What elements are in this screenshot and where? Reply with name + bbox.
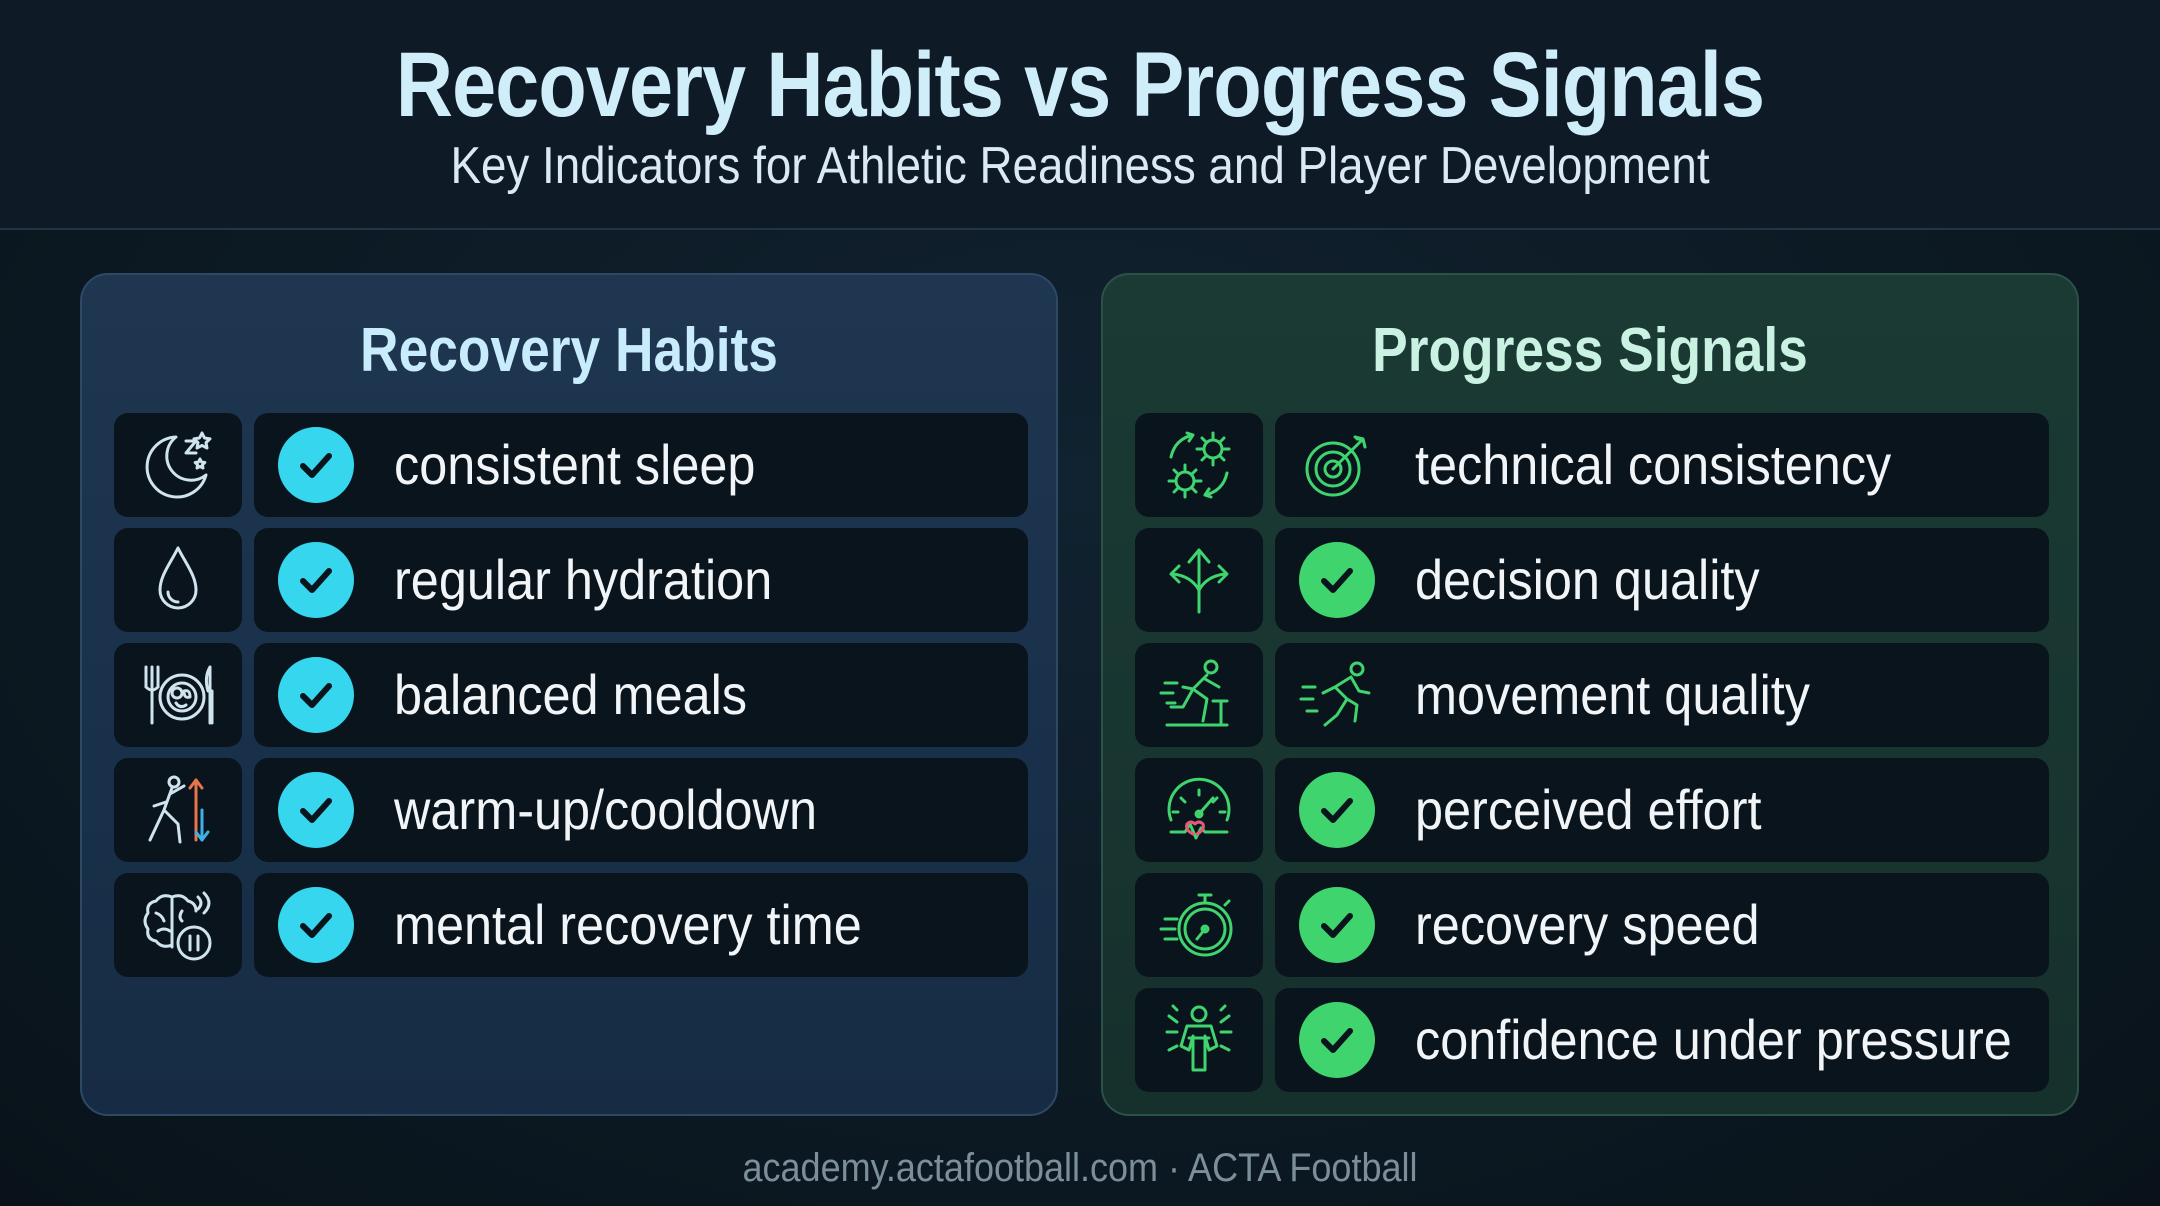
recovery-item-box: warm-up/cooldown bbox=[254, 758, 1028, 862]
progress-item-box: movement quality bbox=[1275, 643, 2049, 747]
progress-item-box: perceived effort bbox=[1275, 758, 2049, 862]
progress-panel-title: Progress Signals bbox=[1372, 316, 1808, 385]
page-title: Recovery Habits vs Progress Signals bbox=[395, 34, 1765, 136]
check-icon bbox=[278, 887, 354, 963]
recovery-item-box: mental recovery time bbox=[254, 873, 1028, 977]
split-arrows-icon bbox=[1135, 528, 1263, 632]
check-icon bbox=[278, 772, 354, 848]
page-subtitle: Key Indicators for Athletic Readiness an… bbox=[450, 137, 1710, 195]
sprinter-icon bbox=[1135, 643, 1263, 747]
recovery-item-label: balanced meals bbox=[394, 663, 748, 726]
recovery-item-label: regular hydration bbox=[394, 548, 773, 611]
progress-item-label: movement quality bbox=[1415, 663, 1810, 726]
recovery-item: warm-up/cooldown bbox=[114, 758, 1028, 862]
gauge-heartbeat-icon bbox=[1135, 758, 1263, 862]
progress-item: confidence under pressure bbox=[1135, 988, 2049, 1092]
footer-credit: academy.actafootball.com · ACTA Football bbox=[742, 1146, 1418, 1190]
gears-cycle-icon bbox=[1135, 413, 1263, 517]
progress-item-box: technical consistency bbox=[1275, 413, 2049, 517]
progress-item-box: confidence under pressure bbox=[1275, 988, 2049, 1092]
progress-item: decision quality bbox=[1135, 528, 2049, 632]
recovery-item: balanced meals bbox=[114, 643, 1028, 747]
check-icon bbox=[1299, 1002, 1375, 1078]
progress-item-box: decision quality bbox=[1275, 528, 2049, 632]
check-icon bbox=[1299, 542, 1375, 618]
stopwatch-icon bbox=[1135, 873, 1263, 977]
target-icon bbox=[1295, 425, 1379, 505]
moon-stars-icon bbox=[114, 413, 242, 517]
progress-item: recovery speed bbox=[1135, 873, 2049, 977]
plate-cutlery-icon bbox=[114, 643, 242, 747]
brain-pause-icon bbox=[114, 873, 242, 977]
progress-signals-panel: Progress Signals bbox=[1101, 273, 2079, 1116]
recovery-panel-title: Recovery Habits bbox=[360, 316, 778, 385]
check-icon bbox=[278, 427, 354, 503]
progress-item-label: confidence under pressure bbox=[1415, 1008, 2012, 1071]
check-icon bbox=[278, 542, 354, 618]
progress-item: technical consistency bbox=[1135, 413, 2049, 517]
recovery-item-label: mental recovery time bbox=[394, 893, 862, 956]
recovery-item: regular hydration bbox=[114, 528, 1028, 632]
progress-item: perceived effort bbox=[1135, 758, 2049, 862]
recovery-item-label: consistent sleep bbox=[394, 433, 756, 496]
check-icon bbox=[278, 657, 354, 733]
recovery-item-box: regular hydration bbox=[254, 528, 1028, 632]
strong-figure-icon bbox=[1135, 988, 1263, 1092]
stretch-arrows-icon bbox=[114, 758, 242, 862]
recovery-item-label: warm-up/cooldown bbox=[394, 778, 817, 841]
recovery-item: consistent sleep bbox=[114, 413, 1028, 517]
runner-icon bbox=[1295, 655, 1379, 735]
recovery-item-box: balanced meals bbox=[254, 643, 1028, 747]
progress-item-label: perceived effort bbox=[1415, 778, 1762, 841]
header: Recovery Habits vs Progress Signals Key … bbox=[0, 0, 2160, 230]
check-icon bbox=[1299, 772, 1375, 848]
water-drop-icon bbox=[114, 528, 242, 632]
recovery-item: mental recovery time bbox=[114, 873, 1028, 977]
recovery-habits-panel: Recovery Habits consistent sleep bbox=[80, 273, 1058, 1116]
recovery-item-box: consistent sleep bbox=[254, 413, 1028, 517]
progress-item-label: technical consistency bbox=[1415, 433, 1892, 496]
progress-item-label: decision quality bbox=[1415, 548, 1760, 611]
progress-item: movement quality bbox=[1135, 643, 2049, 747]
progress-item-label: recovery speed bbox=[1415, 893, 1760, 956]
check-icon bbox=[1299, 887, 1375, 963]
progress-item-box: recovery speed bbox=[1275, 873, 2049, 977]
